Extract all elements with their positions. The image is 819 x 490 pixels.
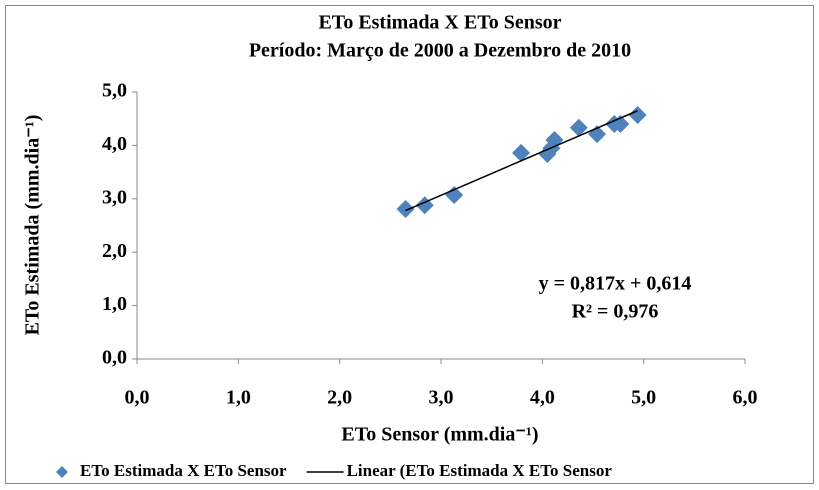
x-tick-label: 1,0 — [226, 387, 251, 409]
y-tick-label: 0,0 — [102, 347, 127, 369]
legend-label: Linear (ETo Estimada X ETo Sensor — [347, 461, 613, 480]
y-tick-label: 2,0 — [102, 240, 127, 262]
x-tick-label: 0,0 — [125, 387, 150, 409]
x-tick-label: 6,0 — [733, 387, 758, 409]
chart-title: ETo Estimada X ETo Sensor — [318, 12, 561, 34]
legend-marker — [56, 466, 68, 478]
chart-subtitle: Período: Março de 2000 a Dezembro de 201… — [249, 40, 631, 62]
equation: y = 0,817x + 0,614 — [539, 273, 692, 295]
legend-label: ETo Estimada X ETo Sensor — [80, 461, 287, 480]
y-tick-label: 1,0 — [102, 293, 127, 315]
r-squared: R² = 0,976 — [572, 301, 659, 323]
y-axis-label: ETo Estimada (mm.dia⁻¹) — [22, 115, 44, 336]
point — [569, 118, 588, 137]
x-tick-label: 5,0 — [631, 387, 656, 409]
point — [396, 199, 415, 218]
point — [445, 186, 464, 205]
y-tick-label: 5,0 — [102, 80, 127, 102]
x-tick-label: 2,0 — [327, 387, 352, 409]
x-tick-label: 3,0 — [429, 387, 454, 409]
y-tick-label: 3,0 — [102, 186, 127, 208]
chart-border — [5, 5, 814, 484]
y-tick-label: 4,0 — [102, 133, 127, 155]
point — [628, 105, 647, 124]
x-axis-label: ETo Sensor (mm.dia⁻¹) — [341, 424, 538, 446]
point — [512, 143, 531, 162]
trend-line — [405, 110, 638, 212]
x-tick-label: 4,0 — [530, 387, 555, 409]
